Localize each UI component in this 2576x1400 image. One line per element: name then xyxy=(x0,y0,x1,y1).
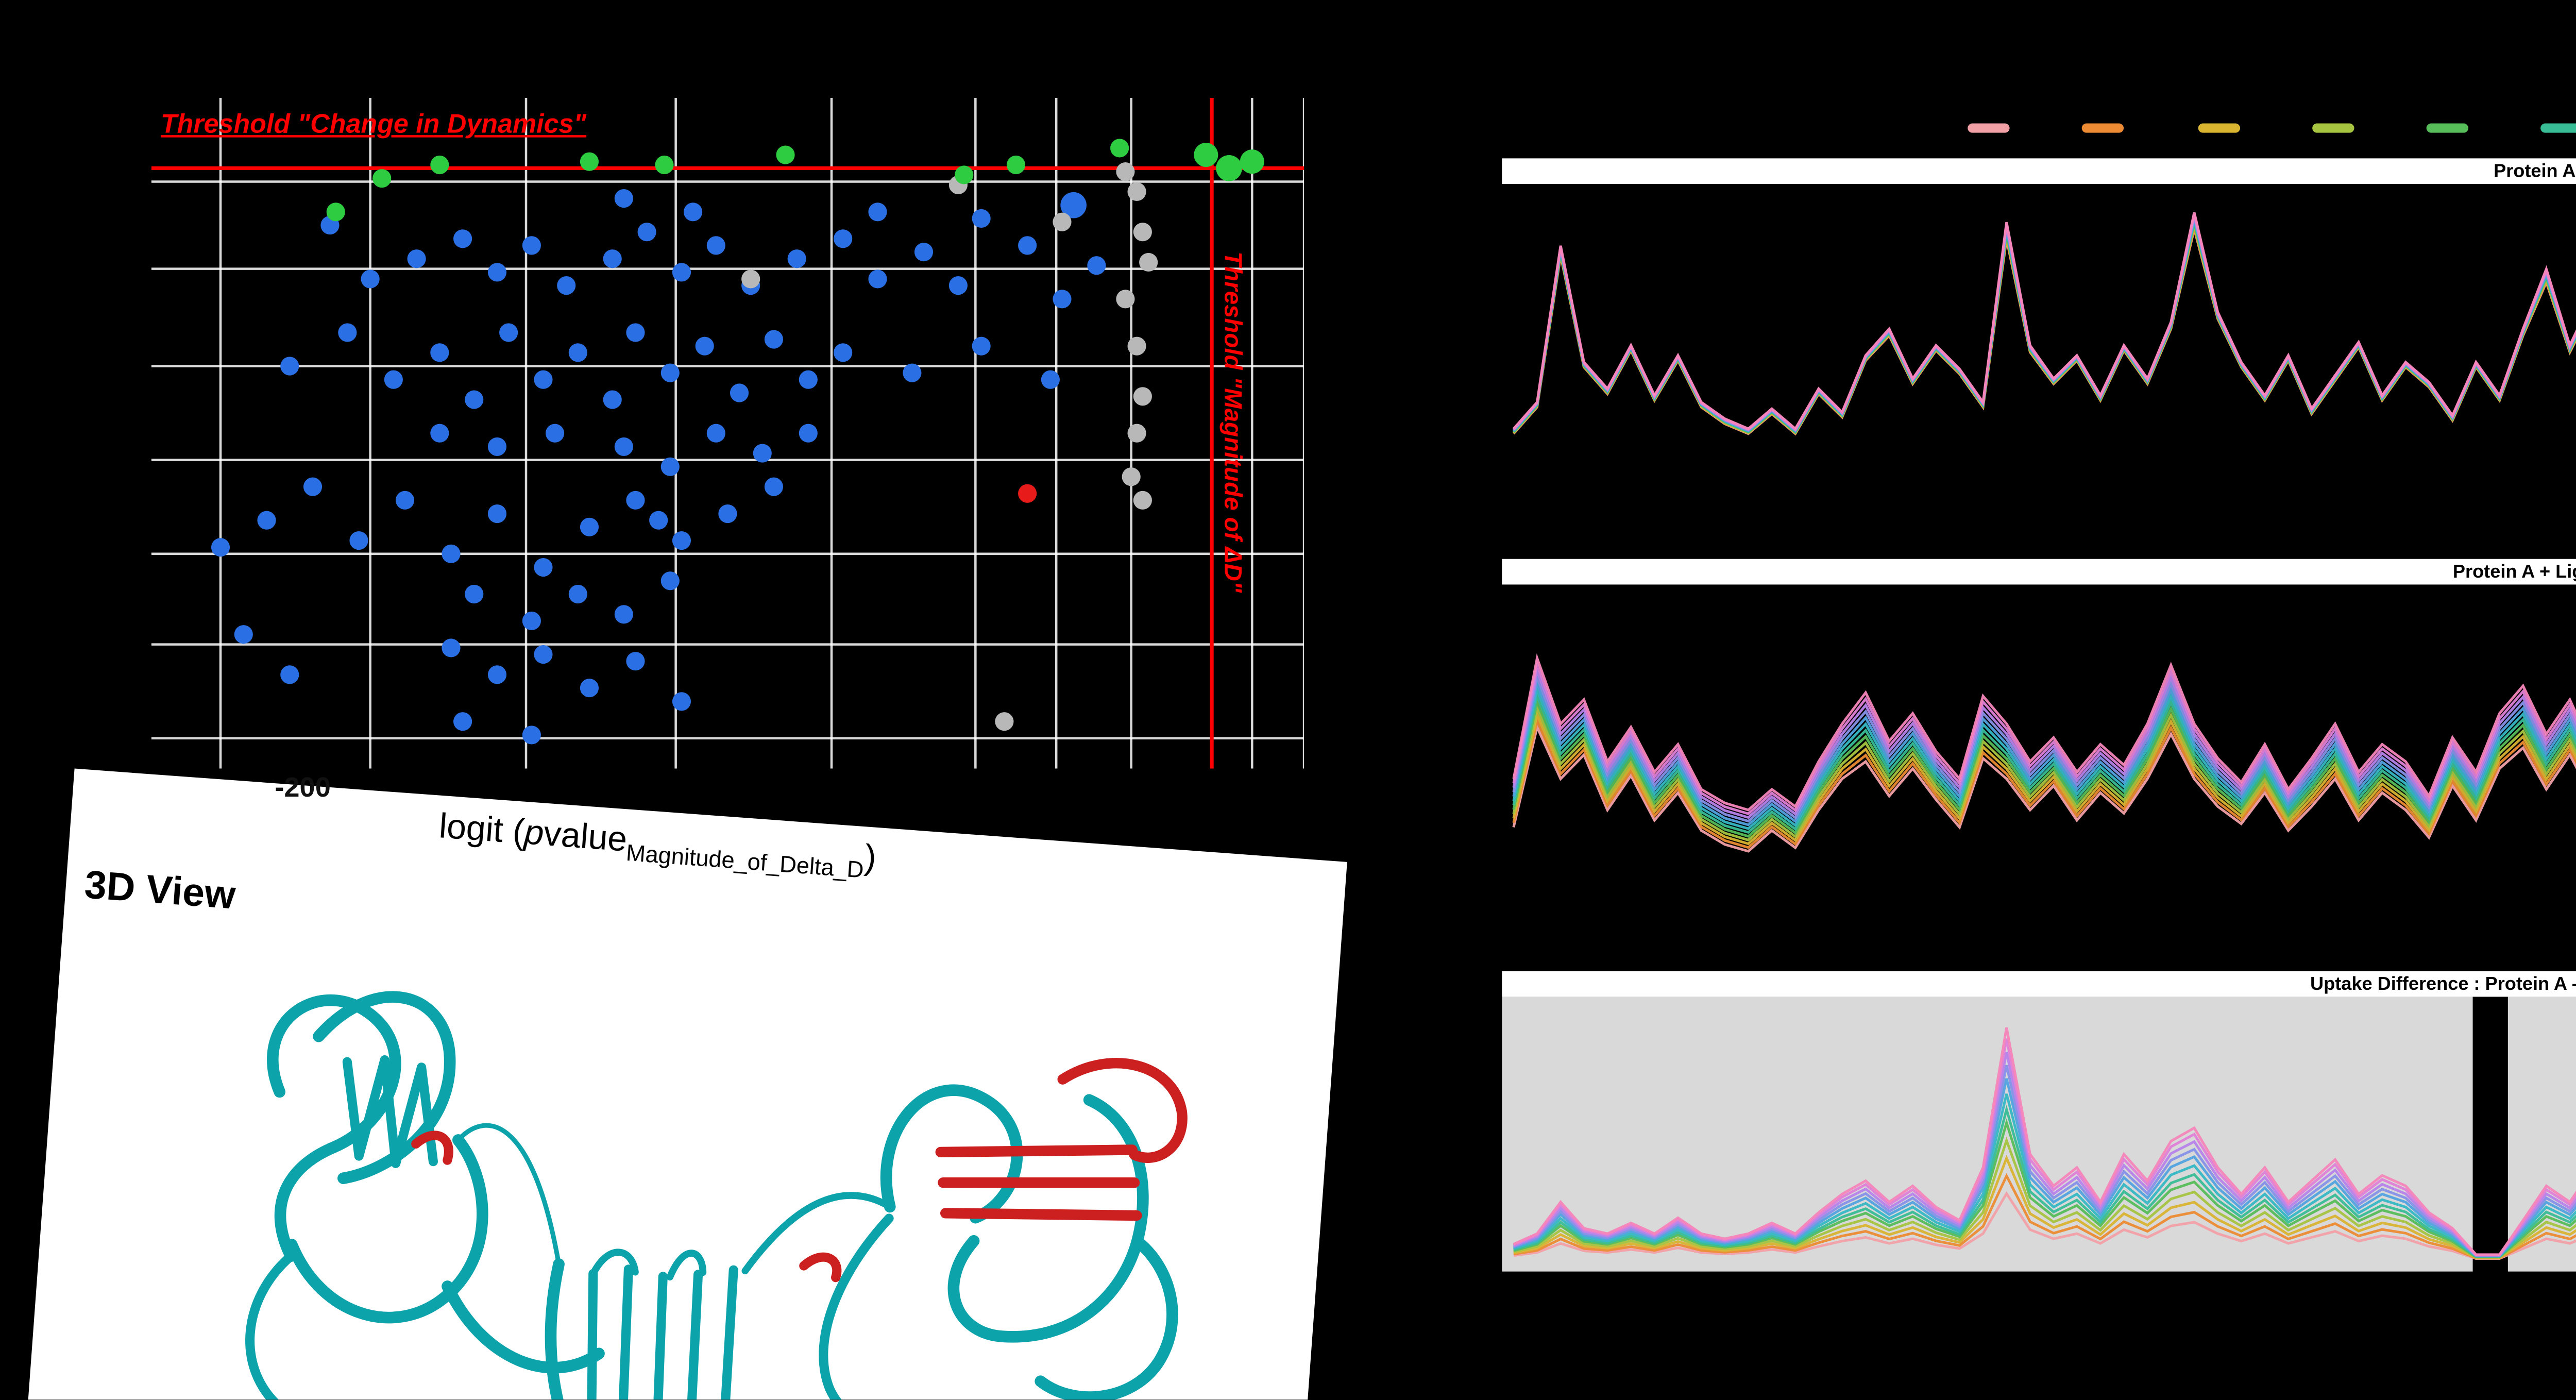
chart-panel-protein-a-ligand: Protein A + Ligand xyxy=(1502,559,2576,953)
protein-structure[interactable] xyxy=(90,917,1295,1400)
uptake-chart-protein-a[interactable] xyxy=(1502,184,2576,541)
chart-panel-protein-a: Protein A xyxy=(1502,158,2576,541)
protein-ribbon-teal xyxy=(245,991,1178,1400)
view3d-panel[interactable]: logit (pvalueMagnitude_of_Delta_D) 3D Vi… xyxy=(22,768,1347,1400)
legend-swatch[interactable] xyxy=(2541,123,2576,132)
volcano-x-axis-label: logit (pvalueMagnitude_of_Delta_D) xyxy=(437,807,878,885)
volcano-x-tick: -200 xyxy=(275,771,331,804)
legend-swatch[interactable] xyxy=(2312,123,2354,132)
legend-swatch[interactable] xyxy=(2426,123,2469,132)
uptake-difference-chart[interactable] xyxy=(1502,997,2576,1272)
view3d-title: 3D View xyxy=(83,863,237,918)
protein-ribbon-red xyxy=(411,1058,1188,1283)
volcano-scatter-canvas[interactable] xyxy=(151,97,1304,769)
volcano-plot: Threshold "Change in Dynamics" Threshold… xyxy=(151,97,1304,769)
chart-title-bar: Protein A xyxy=(1502,158,2576,184)
uptake-chart-protein-a-ligand[interactable] xyxy=(1502,584,2576,953)
threshold-dynamics-label: Threshold "Change in Dynamics" xyxy=(160,111,587,140)
chart-title-bar: Uptake Difference : Protein A - (Protein… xyxy=(1502,971,2576,997)
legend-swatch[interactable] xyxy=(1968,123,2010,132)
threshold-magnitude-label: Threshold "Magnitude of ΔD" xyxy=(1217,251,1246,593)
chart-title: Uptake Difference : Protein A - (Protein… xyxy=(2310,973,2576,994)
timepoint-legend xyxy=(1968,123,2576,132)
chart-title: Protein A + Ligand xyxy=(2452,561,2576,582)
legend-swatch[interactable] xyxy=(2082,123,2125,132)
chart-title-bar: Protein A + Ligand xyxy=(1502,559,2576,585)
chart-title: Protein A xyxy=(2494,160,2576,182)
chart-panel-uptake-difference: Uptake Difference : Protein A - (Protein… xyxy=(1502,971,2576,1272)
legend-swatch[interactable] xyxy=(2197,123,2239,132)
